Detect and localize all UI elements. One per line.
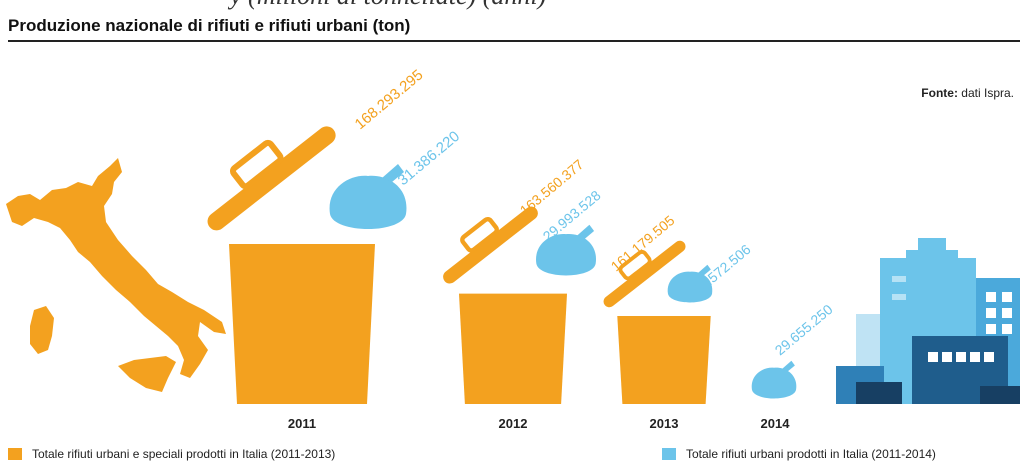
source-text: dati Ispra. <box>961 86 1014 100</box>
legend-swatch-blue <box>662 448 676 460</box>
bin-lid-2013 <box>603 240 686 308</box>
legend-label-orange: Totale rifiuti urbani e speciali prodott… <box>32 447 336 461</box>
bin-lid-2012 <box>443 206 538 284</box>
year-label-2011: 2011 <box>288 416 316 431</box>
value-label-orange-2013: 161.179.505 <box>608 212 678 274</box>
waste-bin-2012 <box>458 293 568 404</box>
trash-bag-2012 <box>536 224 597 276</box>
waste-bin-2011 <box>229 244 375 404</box>
waste-bin-2013 <box>617 316 711 404</box>
title-rule <box>8 40 1020 42</box>
italy-map-icon <box>6 158 226 378</box>
legend-item-orange: Totale rifiuti urbani e speciali prodott… <box>8 447 335 461</box>
cropped-caption-text: y (milioni di tonnellate) (anni) <box>230 0 546 9</box>
value-label-orange-2011: 168.293.295 <box>352 66 427 133</box>
legend-swatch-orange <box>8 448 22 460</box>
bin-lid-2011 <box>207 126 336 231</box>
source-note: Fonte: dati Ispra. <box>921 86 1014 100</box>
trash-bag-2011 <box>329 164 407 229</box>
cropped-caption: y (milioni di tonnellate) (anni) <box>0 0 1026 10</box>
value-label-blue-2014: 29.655.250 <box>772 301 836 358</box>
sicily-icon <box>118 356 176 392</box>
value-label-blue-2013: 29.572.506 <box>690 241 754 298</box>
trash-bag-2013 <box>667 264 713 303</box>
trash-bag-2014 <box>751 360 797 399</box>
year-label-2014: 2014 <box>761 416 791 431</box>
buildings-icon <box>836 238 1020 404</box>
chart-title: Produzione nazionale di rifiuti e rifiut… <box>8 16 411 35</box>
year-label-2012: 2012 <box>499 416 528 431</box>
source-label: Fonte: <box>921 86 958 100</box>
year-label-2013: 2013 <box>650 416 679 431</box>
value-label-blue-2011: 31.386.220 <box>395 128 463 189</box>
sardinia-icon <box>30 306 54 354</box>
legend-item-blue: Totale rifiuti urbani prodotti in Italia… <box>662 447 936 461</box>
legend-label-blue: Totale rifiuti urbani prodotti in Italia… <box>686 447 936 461</box>
